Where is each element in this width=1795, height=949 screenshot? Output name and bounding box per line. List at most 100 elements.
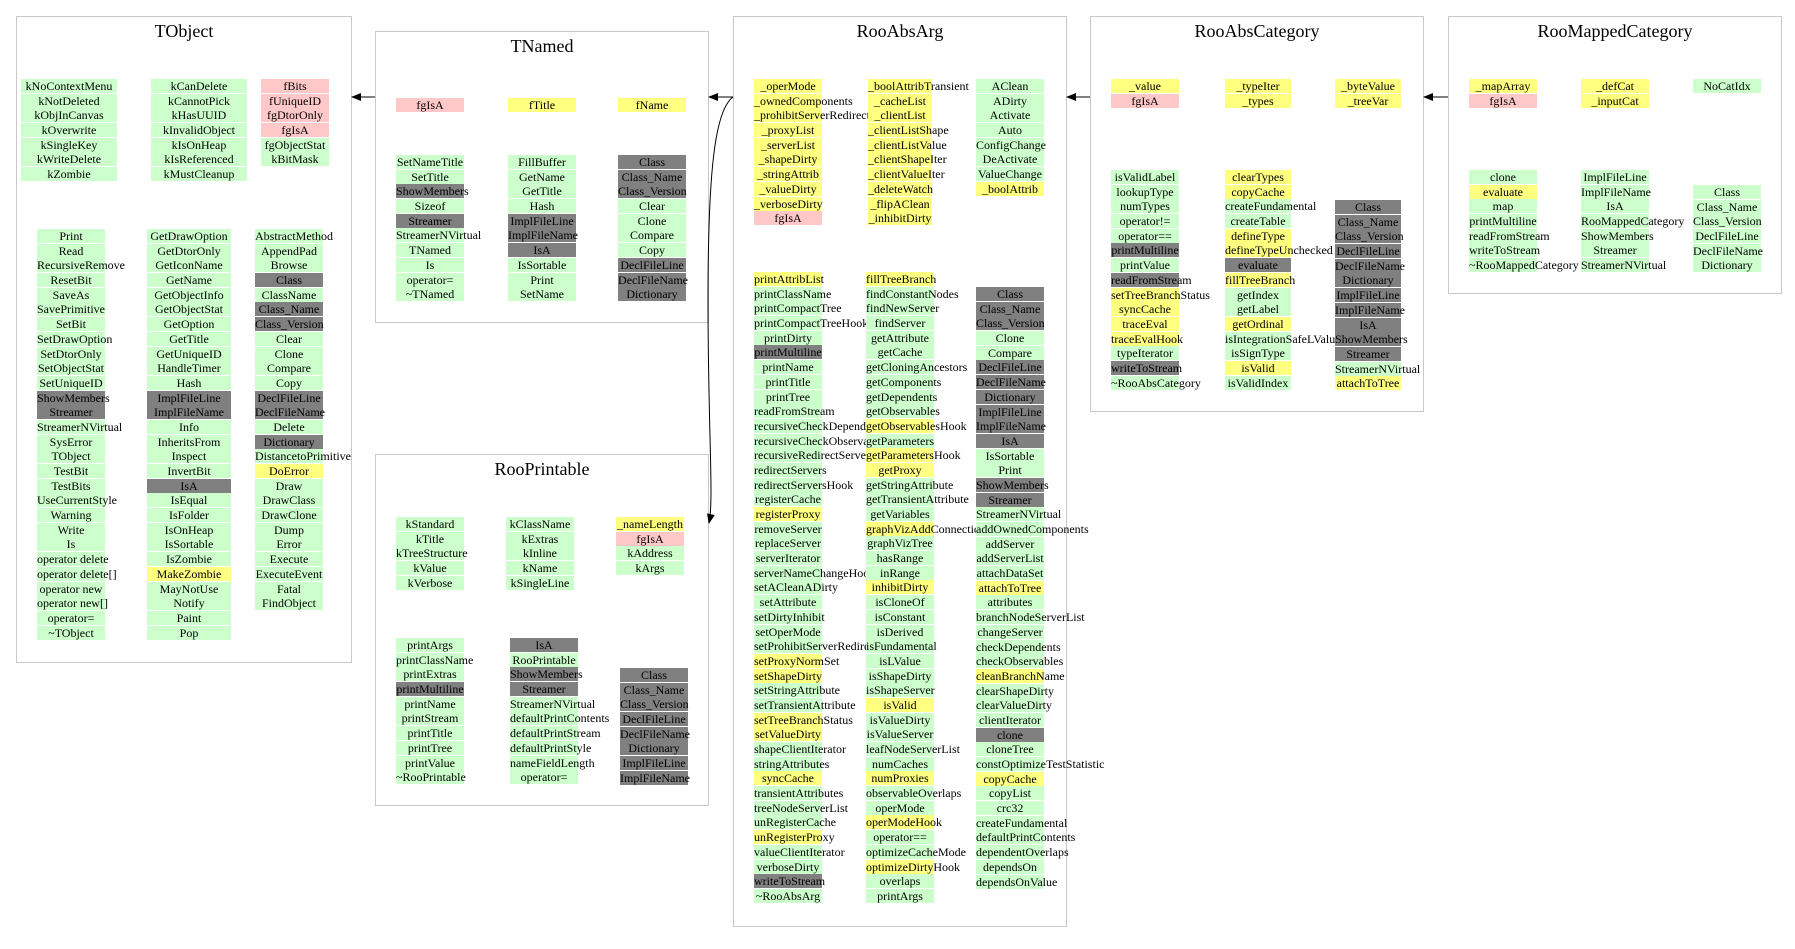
member-clone: Clone — [255, 346, 323, 361]
member-declfilename: DeclFileName — [976, 375, 1046, 390]
member-declfileline: DeclFileLine — [255, 390, 323, 405]
member-constoptimizeteststatistic: constOptimizeTestStatistic — [976, 757, 1105, 771]
member-iscloneof: isCloneOf — [866, 595, 934, 610]
member-traceeval: traceEval — [1111, 316, 1179, 331]
member-knocontextmenu: kNoContextMenu — [21, 79, 117, 93]
member-observableoverlaps: observableOverlaps — [866, 786, 962, 801]
member-setbit: SetBit — [37, 317, 105, 332]
member-valuedirty: _valueDirty — [754, 181, 822, 196]
member-streamernvirtual: StreamerNVirtual — [976, 507, 1062, 522]
member-isvalid: isValid — [1225, 360, 1291, 375]
member-roomappedcategory: RooMappedCategory — [1581, 214, 1685, 229]
rooabscategory-col-2: _typeIter _types — [1225, 79, 1291, 108]
rooabscategory-col-3: _byteValue _treeVar — [1335, 79, 1401, 108]
member-kclassname: kClassName — [506, 517, 574, 531]
member-implfileline: ImplFileLine — [976, 404, 1044, 419]
member-fbits: fBits — [261, 79, 329, 93]
member-declfilename: DeclFileName — [1693, 243, 1763, 258]
member-streamernvirtual: StreamerNVirtual — [1335, 361, 1421, 376]
member-getcache: getCache — [866, 345, 934, 360]
member-class-version: Class_Version — [255, 317, 324, 332]
member-implfileline: ImplFileLine — [620, 756, 688, 771]
member-shapeclientiterator: shapeClientIterator — [754, 742, 846, 756]
member-stringattributes: stringAttributes — [754, 756, 830, 771]
member-inhibitdirty: _inhibitDirty — [868, 211, 932, 226]
member-printcompacttree: printCompactTree — [754, 301, 842, 316]
member-operator: operator= — [37, 610, 105, 625]
member-setvaluedirty: setValueDirty — [754, 727, 822, 742]
member-clear: Clear — [618, 199, 686, 214]
member-declfileline: DeclFileLine — [976, 360, 1044, 375]
member-resetbit: ResetBit — [37, 273, 105, 288]
member-auto: Auto — [976, 123, 1044, 138]
member-fgdtoronly: fgDtorOnly — [261, 108, 329, 123]
member-class: Class — [618, 155, 686, 169]
class-box-rooabscategory: RooAbsCategory _value fgIsA _typeIter _typ… — [1090, 16, 1424, 412]
member-dump: Dump — [255, 522, 323, 537]
member-execute: Execute — [255, 552, 323, 567]
member-replaceserver: replaceServer — [754, 536, 822, 551]
member-valuechange: ValueChange — [976, 167, 1044, 182]
member-kisreferenced: kIsReferenced — [151, 152, 247, 167]
member-printmultiline: printMultiline — [1111, 243, 1179, 258]
rooabscategory-col-1: _value fgIsA — [1111, 79, 1179, 108]
member-setprohibitserverredirect: setProhibitServerRedirect — [754, 639, 878, 654]
member-isvalidlabel: isValidLabel — [1111, 170, 1179, 184]
member-clientlist: _clientList — [868, 108, 932, 123]
member-getobservables: getObservables — [866, 404, 940, 419]
member-copycache: copyCache — [1225, 184, 1291, 199]
member-writetostream: writeToStream — [1111, 360, 1183, 375]
member-recursiveredirectservers: recursiveRedirectServers — [754, 448, 875, 463]
member-isa: IsA — [510, 638, 578, 652]
member-findconstantnodes: findConstantNodes — [866, 286, 959, 301]
member-serverlist: _serverList — [754, 137, 822, 152]
member-ownedcomponents: _ownedComponents — [754, 93, 853, 108]
member-crc32: crc32 — [976, 801, 1044, 816]
class-box-roomappedcategory: RooMappedCategory _mapArray fgIsA _defCat… — [1448, 16, 1782, 294]
member-printcompacttreehook: printCompactTreeHook — [754, 316, 869, 331]
member-printargs: printArgs — [866, 888, 934, 903]
member-class-name: Class_Name — [976, 301, 1044, 316]
member-attachdataset: attachDataSet — [976, 566, 1044, 581]
member-defaultprintcontents: defaultPrintContents — [510, 711, 610, 726]
member-dependentoverlaps: dependentOverlaps — [976, 845, 1069, 860]
member-inhibitdirty: inhibitDirty — [866, 580, 934, 595]
member-clientiterator: clientIterator — [976, 712, 1044, 727]
member-kcandelete: kCanDelete — [151, 79, 247, 93]
member-isshapeserver: isShapeServer — [866, 683, 935, 698]
member-defcat: _defCat — [1581, 79, 1649, 93]
member-clone: clone — [1469, 170, 1537, 184]
member-showmembers: ShowMembers — [976, 477, 1049, 492]
member-branchnodeserverlist: branchNodeServerList — [976, 610, 1085, 625]
member-drawclone: DrawClone — [255, 508, 323, 523]
member-definetypeunchecked: defineTypeUnchecked — [1225, 243, 1333, 258]
member-readfromstream: readFromStream — [754, 404, 835, 419]
member-issigntype: isSignType — [1225, 346, 1291, 361]
member-typeiterator: typeIterator — [1111, 346, 1179, 361]
member-operator-delete: operator delete[] — [37, 566, 117, 581]
member-printtitle: printTitle — [754, 374, 822, 389]
member-settreebranchstatus: setTreeBranchStatus — [754, 712, 853, 727]
member-filltreebranch: fillTreeBranch — [1225, 272, 1296, 287]
member-delete: Delete — [255, 419, 323, 434]
member-typeiter: _typeIter — [1225, 79, 1291, 93]
member-readfromstream: readFromStream — [1469, 228, 1550, 243]
member-class-name: Class_Name — [255, 302, 323, 317]
member-getname: GetName — [147, 273, 231, 288]
member-isa: IsA — [1581, 199, 1649, 214]
member-class-name: Class_Name — [620, 682, 688, 697]
member-opermode: _operMode — [754, 79, 822, 93]
member-kmustcleanup: kMustCleanup — [151, 167, 247, 182]
member-numcaches: numCaches — [866, 756, 934, 771]
member-kinline: kInline — [506, 546, 574, 561]
member-isa: IsA — [508, 243, 576, 258]
member-declfilename: DeclFileName — [255, 405, 325, 420]
member-opermodehook: operModeHook — [866, 815, 942, 830]
member-kargs: kArgs — [616, 561, 684, 576]
member-operator: operator== — [866, 830, 934, 845]
member-issortable: IsSortable — [976, 448, 1044, 463]
member-showmembers: ShowMembers — [1581, 228, 1654, 243]
member-issortable: IsSortable — [508, 257, 576, 272]
member-class-version: Class_Version — [620, 697, 689, 712]
member-issortable: IsSortable — [147, 537, 231, 552]
